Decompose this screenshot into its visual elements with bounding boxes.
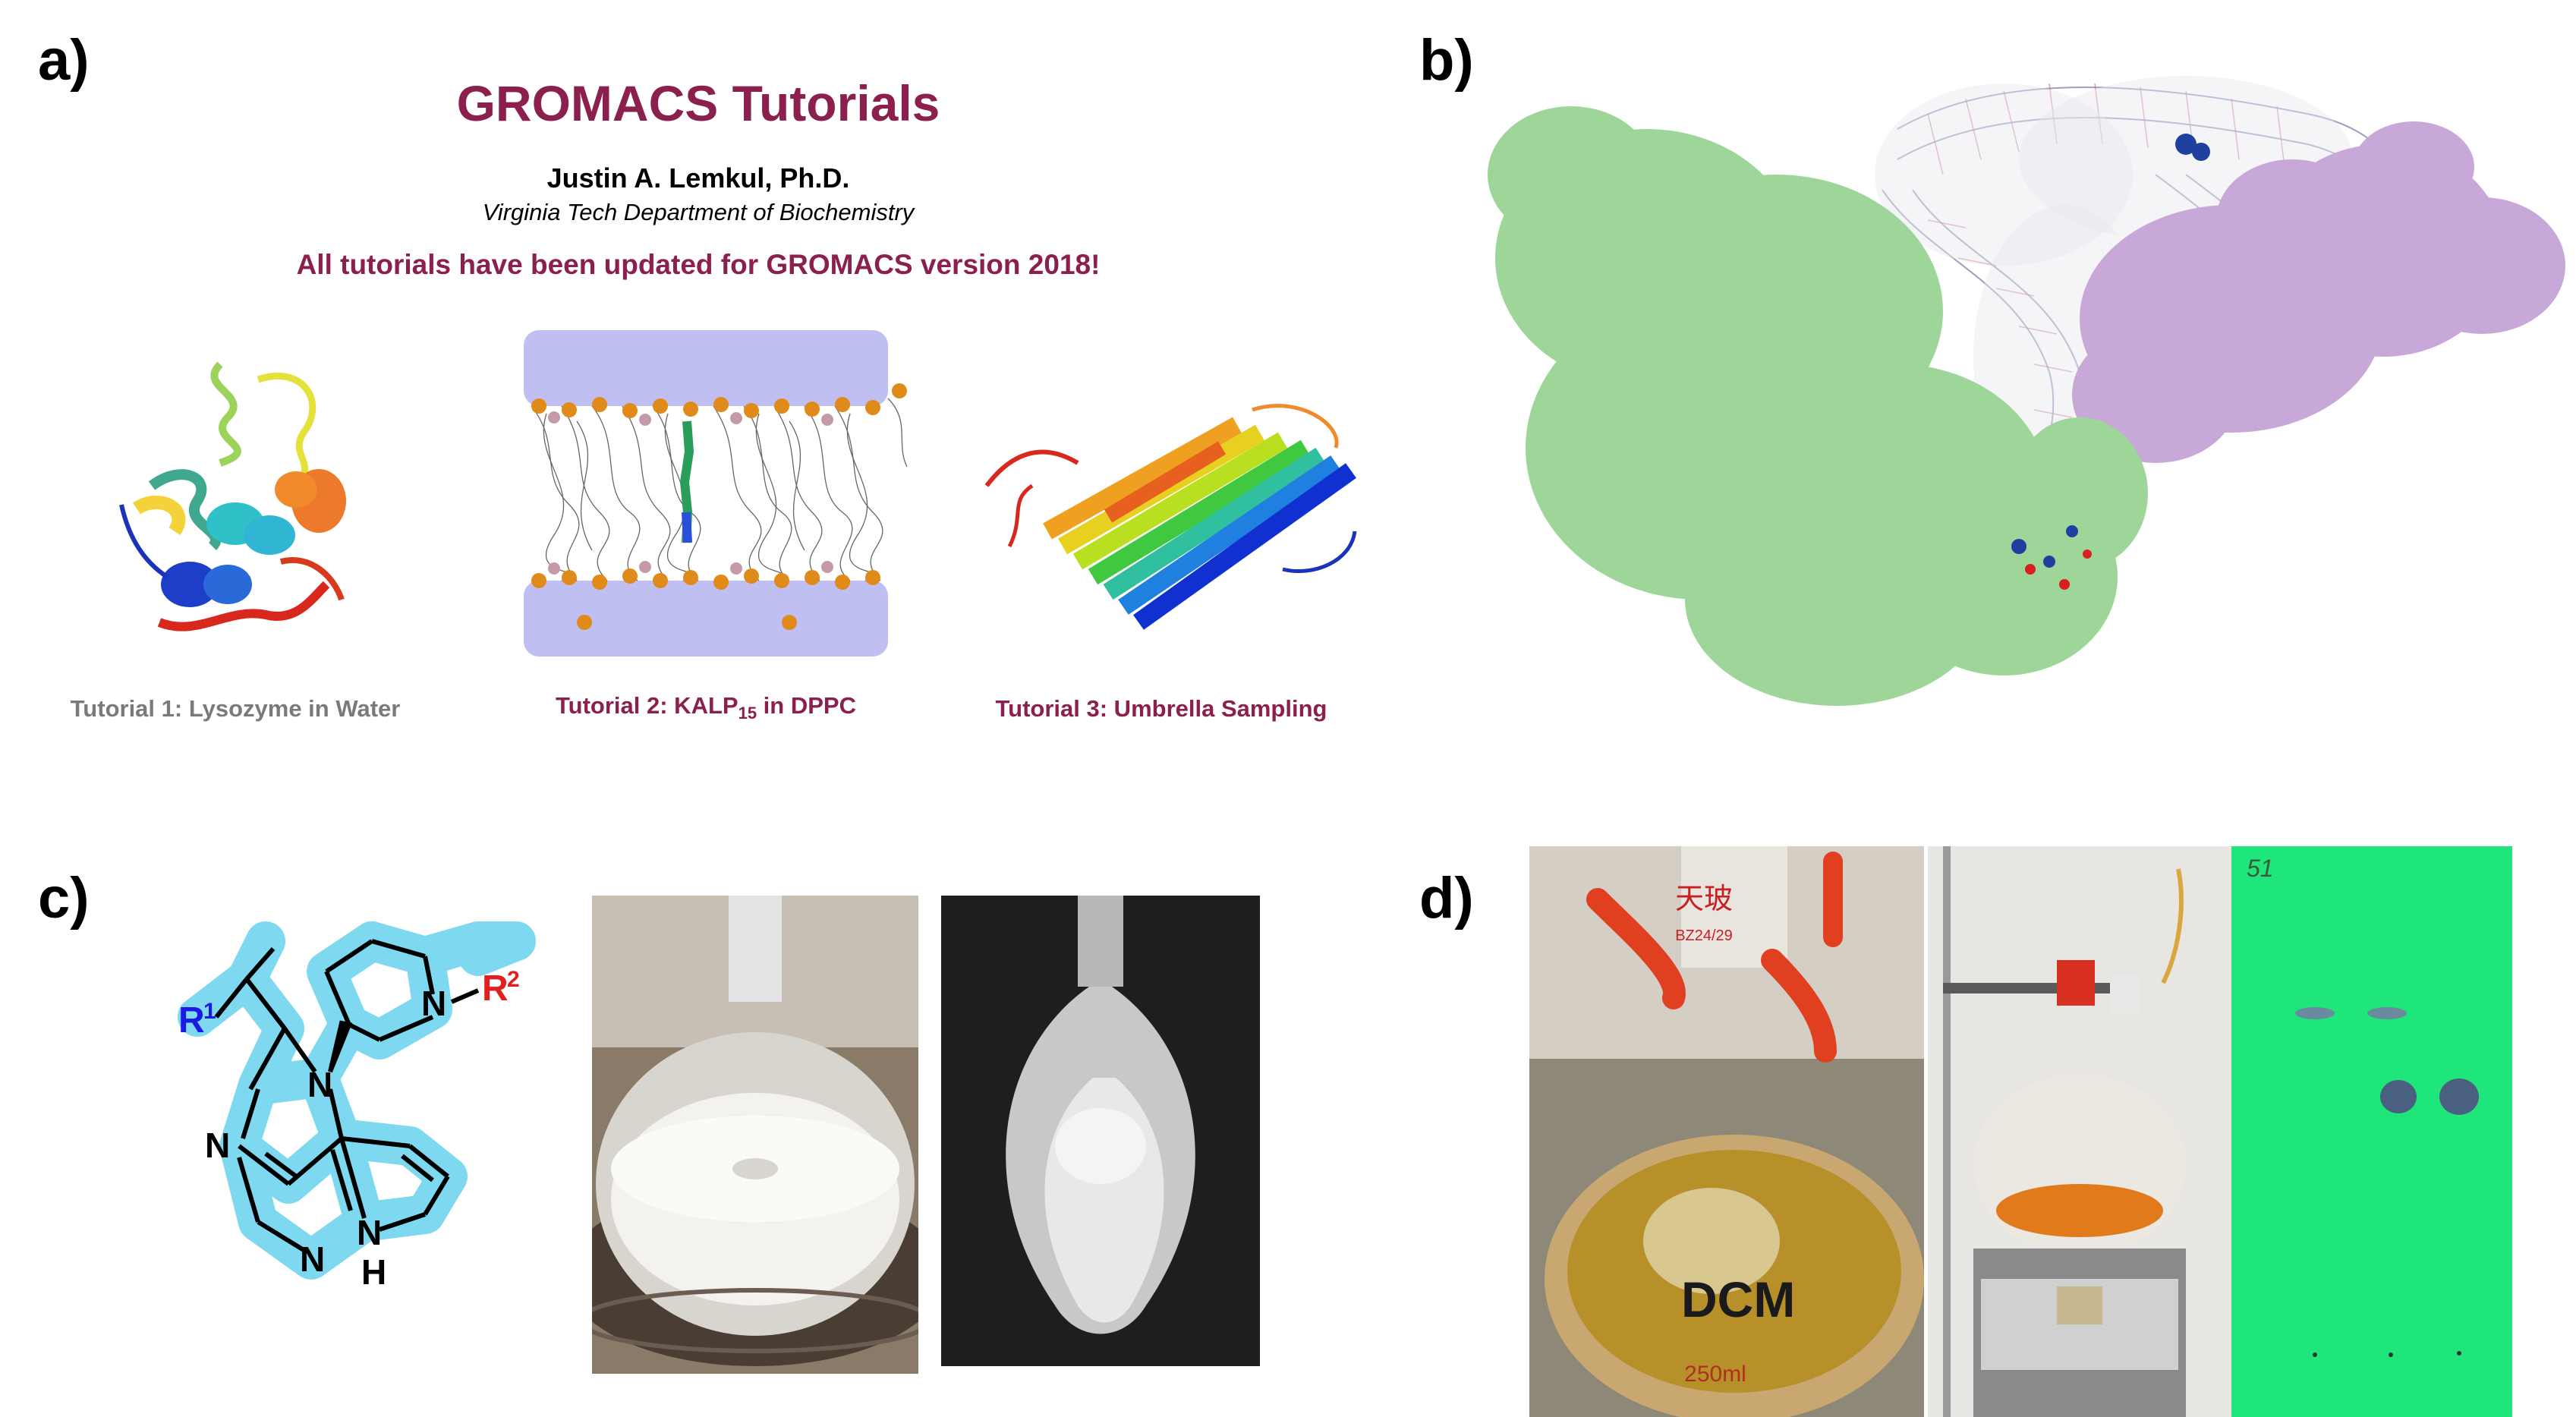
- r1-label: R: [178, 1000, 205, 1041]
- protein-dna-complex-image: [1488, 76, 2565, 706]
- membrane-image[interactable]: [516, 323, 911, 672]
- n-atom-pyrrole: N: [357, 1213, 382, 1252]
- n-atom-ring: N: [300, 1239, 325, 1279]
- joint-size-label: BZ24/29: [1675, 927, 1733, 944]
- tutorial-1-link[interactable]: Tutorial 1: Lysozyme in Water: [70, 695, 401, 722]
- lysozyme-ribbon-image[interactable]: [106, 334, 364, 675]
- author-name: Justin A. Lemkul, Ph.D.: [546, 162, 850, 194]
- r1-superscript: 1: [203, 999, 216, 1024]
- panel-label-a: a): [38, 28, 90, 93]
- panel-label-c: c): [38, 866, 90, 930]
- tutorial-2-label: Tutorial 2: KALP: [556, 692, 738, 719]
- tutorial-2-link[interactable]: Tutorial 2: KALP15 in DPPC: [501, 692, 911, 723]
- n-atom-pyridine: N: [205, 1126, 230, 1165]
- tutorial-3-link[interactable]: Tutorial 3: Umbrella Sampling: [995, 695, 1327, 722]
- n-atom-imidazole: N: [307, 1065, 332, 1104]
- panel-label-b: b): [1419, 28, 1474, 93]
- r2-superscript: 2: [507, 967, 520, 992]
- green-protein-surface: [1488, 106, 2148, 706]
- panel-label-d: d): [1419, 866, 1474, 930]
- flask-volume-label: 250ml: [1684, 1362, 1746, 1387]
- dcm-flask-photo: 天玻 BZ24/29 DCM 250ml: [1529, 846, 1924, 1417]
- page-title: GROMACS Tutorials: [456, 75, 940, 131]
- author-affiliation: Virginia Tech Department of Biochemistry: [482, 199, 915, 225]
- tlc-mark-label: 51: [2247, 855, 2274, 882]
- n-atom-pyrrolidine: N: [421, 984, 446, 1023]
- joint-label-chinese: 天玻: [1675, 883, 1733, 915]
- tutorial-2-label-suffix: in DPPC: [757, 692, 856, 719]
- chemical-structure: R 1 R 2 N N N N N H: [178, 921, 536, 1292]
- h-atom-pyrrole: H: [361, 1252, 386, 1292]
- beta-sheet-image[interactable]: [979, 379, 1366, 645]
- pear-flask-photo: [941, 896, 1260, 1366]
- reaction-setup-photo: [1928, 846, 2231, 1417]
- dcm-marker-label: DCM: [1681, 1271, 1795, 1327]
- tutorial-2-subscript: 15: [738, 704, 757, 723]
- round-flask-photo: [592, 896, 918, 1374]
- r2-label: R: [482, 968, 509, 1009]
- purple-protein-surface: [2072, 121, 2565, 463]
- tlc-plate-photo: 51: [2231, 846, 2512, 1417]
- update-notice: All tutorials have been updated for GROM…: [296, 249, 1101, 280]
- structure-highlight: [178, 921, 536, 1280]
